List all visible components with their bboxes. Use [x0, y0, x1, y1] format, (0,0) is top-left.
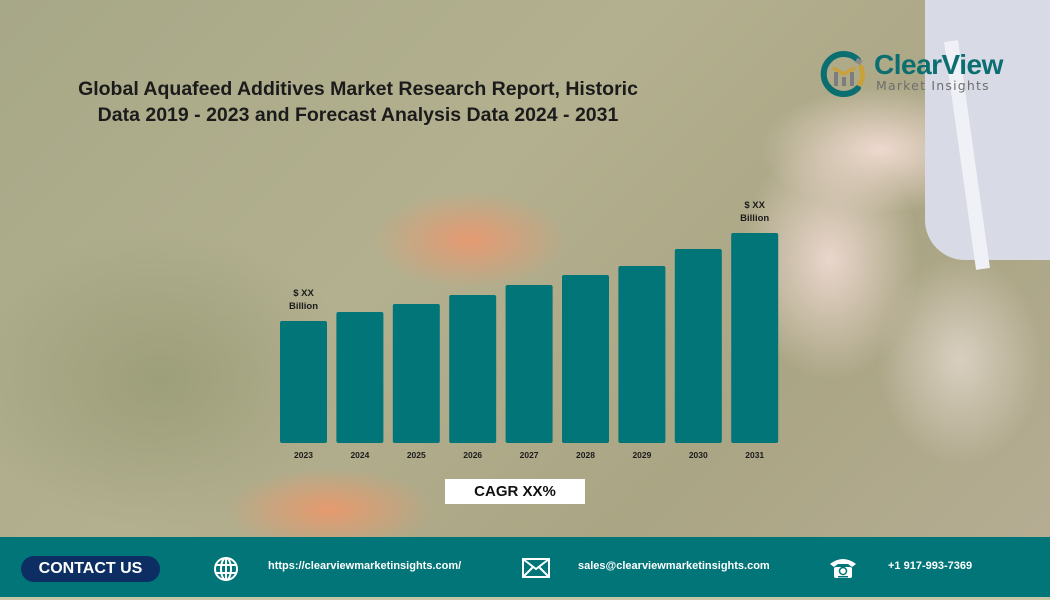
- logo-mark-icon: [820, 51, 865, 97]
- bar-2027: [505, 285, 553, 443]
- bar-2029: [618, 266, 666, 443]
- bar-2031: [731, 233, 779, 443]
- x-tick-label: 2028: [576, 450, 595, 460]
- contact-footer: CONTACT US https://clearviewmarketinsigh…: [0, 537, 1050, 597]
- cagr-badge: CAGR XX%: [445, 479, 585, 504]
- globe-icon: [214, 557, 238, 581]
- telephone-icon: [830, 559, 856, 578]
- envelope-icon: [522, 558, 550, 578]
- x-tick-label: 2023: [294, 450, 313, 460]
- website-link[interactable]: https://clearviewmarketinsights.com/: [268, 560, 462, 572]
- x-tick-label: 2030: [689, 450, 708, 460]
- data-label-unit: Billion: [288, 301, 319, 312]
- footer-bottom-edge: [0, 597, 1050, 600]
- company-logo: ClearView Market Insights: [820, 48, 1020, 104]
- page-title: Global Aquafeed Additives Market Researc…: [40, 76, 676, 128]
- data-label-2023: $ XX Billion: [269, 287, 339, 313]
- bar-2026: [449, 295, 497, 443]
- x-tick-label: 2031: [745, 450, 764, 460]
- bar-2025: [392, 304, 440, 443]
- x-tick-label: 2029: [632, 450, 651, 460]
- x-tick-label: 2027: [520, 450, 539, 460]
- bar-chart-svg: 2023 2024 2025 2026 2027 2028 2029 2030 2031: [280, 233, 779, 460]
- bar-2023: [280, 321, 327, 443]
- data-label-value: $ XX: [293, 288, 314, 299]
- x-tick-label: 2025: [407, 450, 426, 460]
- bar-chart: 2023 2024 2025 2026 2027 2028 2029 2030 2031 $ X…: [270, 195, 790, 470]
- logo-tagline: Market Insights: [876, 78, 990, 93]
- x-tick-label: 2026: [463, 450, 482, 460]
- x-tick-label: 2024: [350, 450, 369, 460]
- data-label-unit: Billion: [740, 213, 770, 224]
- email-link[interactable]: sales@clearviewmarketinsights.com: [578, 560, 770, 572]
- bar-2028: [562, 275, 609, 443]
- sleeve-decoration: [925, 0, 1050, 260]
- bar-2030: [674, 249, 722, 443]
- title-line-1: Global Aquafeed Additives Market Researc…: [78, 78, 638, 100]
- data-label-2031: $ XX Billion: [720, 199, 790, 225]
- logo-name: ClearView: [874, 49, 1003, 80]
- title-line-2: Data 2019 - 2023 and Forecast Analysis D…: [97, 104, 619, 126]
- phone-number[interactable]: +1 917-993-7369: [888, 560, 973, 572]
- data-label-value: $ XX: [744, 200, 765, 211]
- contact-us-button[interactable]: CONTACT US: [21, 556, 160, 582]
- bar-2024: [336, 312, 384, 443]
